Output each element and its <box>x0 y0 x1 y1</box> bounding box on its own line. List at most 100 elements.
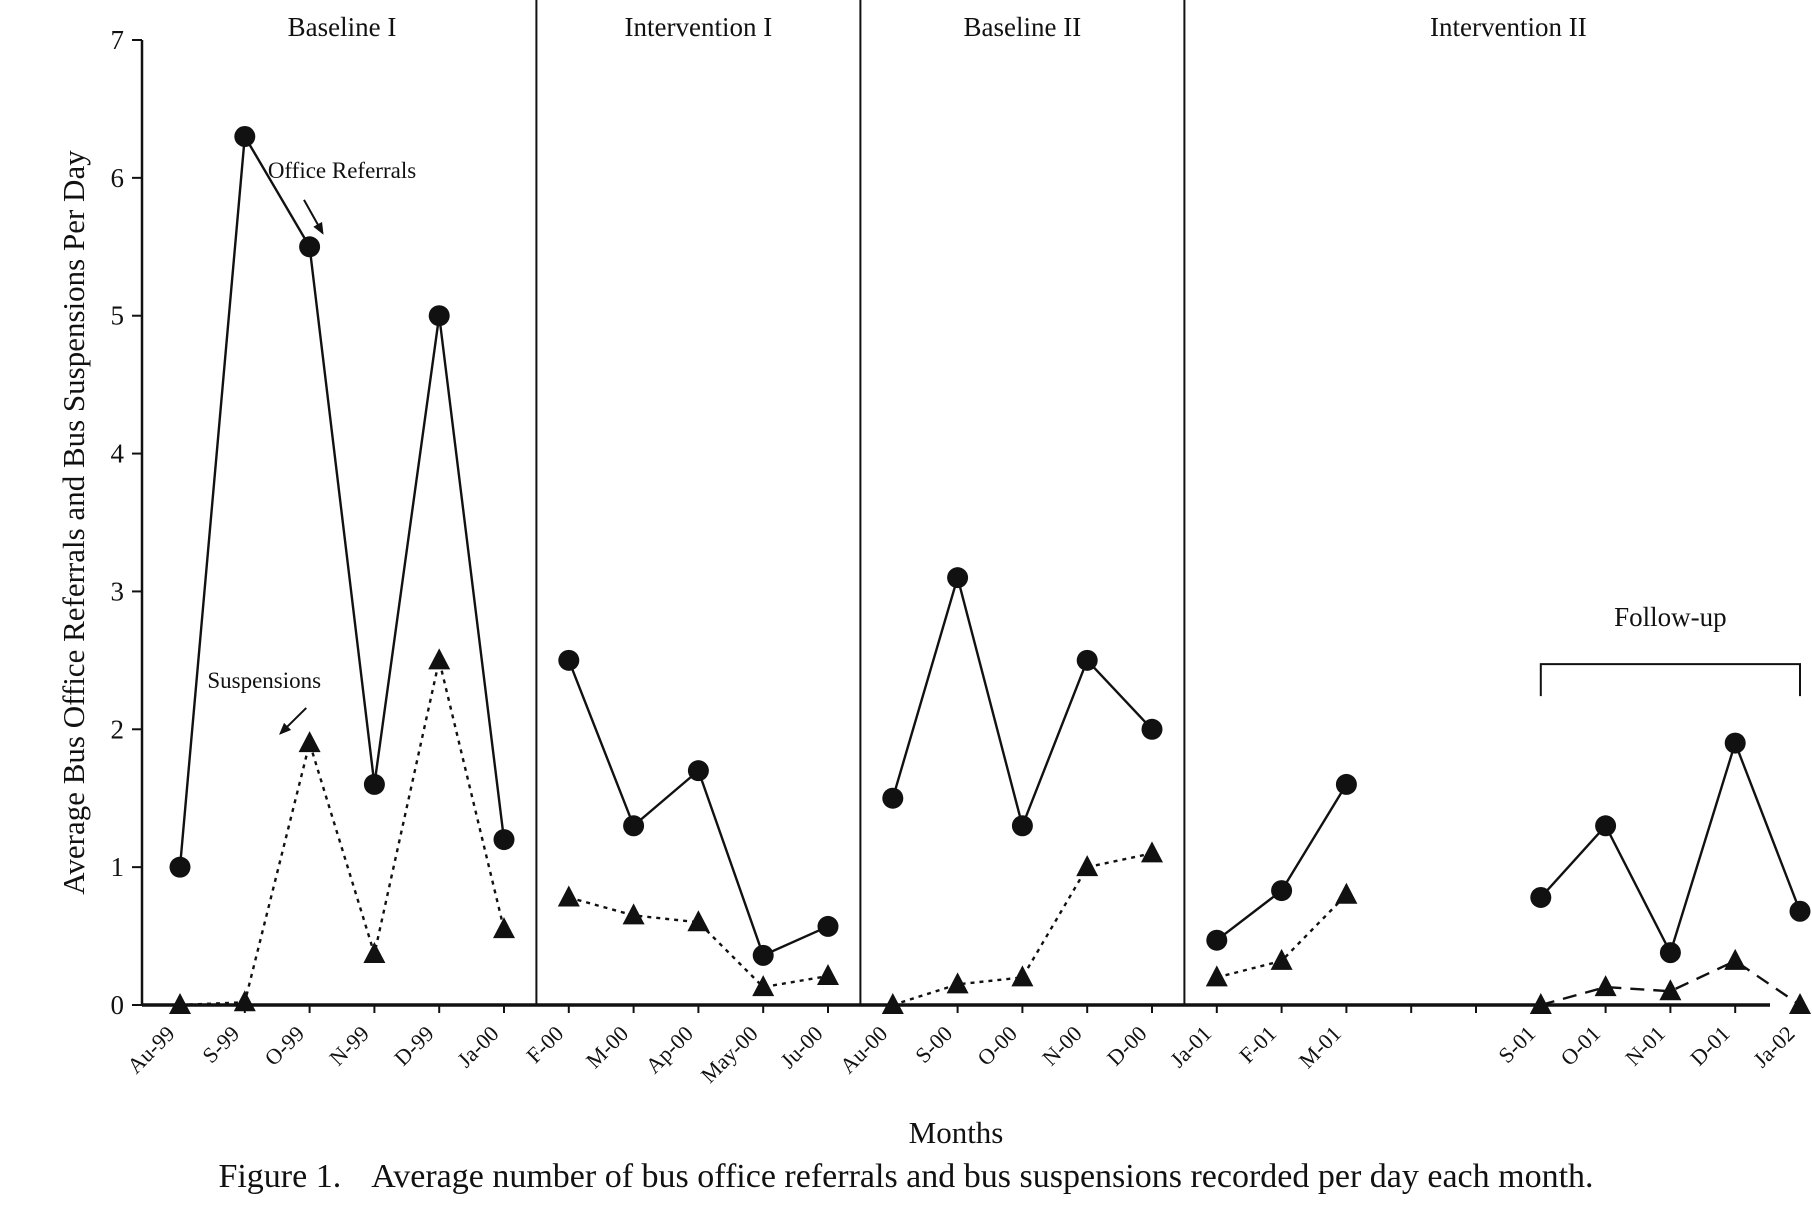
data-point-office-referrals <box>752 944 774 966</box>
x-tick-label: N-00 <box>1037 1021 1087 1071</box>
data-point-office-referrals <box>1335 773 1357 795</box>
data-point-suspensions <box>817 964 839 986</box>
x-tick-label: D-00 <box>1102 1021 1152 1071</box>
x-tick-label: N-01 <box>1620 1021 1670 1071</box>
x-tick-label: O-99 <box>259 1021 309 1071</box>
series-line-office-referrals <box>891 573 1153 830</box>
y-tick-label: 4 <box>111 439 125 469</box>
data-point-suspensions <box>363 941 386 963</box>
annotation-arrow-office-referrals <box>303 199 324 235</box>
data-point-office-referrals <box>493 829 515 851</box>
follow-up-bracket <box>1539 663 1801 697</box>
annotation-office-referrals: Office Referrals <box>268 158 416 183</box>
data-point-office-referrals <box>817 915 839 937</box>
x-tick-label: N-99 <box>324 1021 374 1071</box>
series-line-office-referrals <box>1216 783 1348 942</box>
data-point-office-referrals <box>1724 732 1746 754</box>
data-point-suspensions <box>1076 855 1099 877</box>
x-tick-label: Ja-02 <box>1748 1021 1799 1072</box>
data-point-office-referrals <box>1595 815 1617 837</box>
data-point-suspensions <box>622 903 645 925</box>
data-point-suspensions <box>1205 965 1228 987</box>
data-point-suspensions <box>1011 965 1034 987</box>
x-tick-label: Au-99 <box>122 1021 179 1078</box>
figure-label: Figure 1. <box>218 1158 342 1195</box>
data-point-office-referrals <box>234 126 256 147</box>
data-point-office-referrals <box>558 649 580 671</box>
data-point-office-referrals <box>623 815 645 837</box>
series-line-office-referrals <box>1539 739 1802 956</box>
annotation-follow-up: Follow-up <box>1614 602 1727 632</box>
data-point-office-referrals <box>169 856 191 878</box>
data-point-suspensions <box>428 648 451 670</box>
data-point-suspensions <box>298 731 321 753</box>
line-chart: Baseline I Intervention I Baseline II Inter… <box>56 0 1811 1150</box>
x-tick-label: M-00 <box>581 1021 633 1073</box>
y-tick-label: 0 <box>111 990 125 1020</box>
phase-label-intervention-ii: Intervention II <box>1430 12 1587 42</box>
x-tick-label: Ap-00 <box>641 1021 698 1078</box>
x-tick-label: D-99 <box>389 1021 439 1071</box>
data-point-office-referrals <box>687 760 709 782</box>
y-tick-label: 6 <box>111 163 125 193</box>
x-tick-label: O-01 <box>1555 1021 1605 1071</box>
data-point-suspensions <box>169 993 191 1014</box>
x-tick-label: Ja-01 <box>1165 1021 1216 1072</box>
y-tick-label: 3 <box>111 576 125 606</box>
data-point-office-referrals <box>1659 942 1681 964</box>
data-point-office-referrals <box>1271 880 1293 902</box>
phase-label-baseline-ii: Baseline II <box>964 12 1082 42</box>
figure-caption-text: Average number of bus office referrals a… <box>371 1158 1594 1195</box>
data-point-office-referrals <box>947 567 969 589</box>
data-point-suspensions <box>1789 993 1811 1014</box>
x-tick-label: M-01 <box>1294 1021 1346 1073</box>
data-point-office-referrals <box>428 305 450 327</box>
series-line-suspensions <box>179 660 506 1007</box>
data-point-suspensions <box>1141 841 1163 863</box>
data-point-office-referrals <box>1789 900 1811 922</box>
data-point-suspensions <box>881 993 904 1014</box>
data-point-suspensions <box>1335 882 1358 904</box>
data-point-suspensions <box>1724 948 1747 970</box>
y-tick-label: 7 <box>111 25 125 55</box>
phase-label-intervention-i: Intervention I <box>625 12 773 42</box>
phase-label-baseline-i: Baseline I <box>288 12 397 42</box>
series-line-suspensions <box>892 852 1153 1007</box>
x-tick-label: Au-00 <box>835 1021 892 1078</box>
y-tick-label: 5 <box>111 301 125 331</box>
data-point-suspensions <box>946 972 969 994</box>
y-axis-title: Average Bus Office Referrals and Bus Sus… <box>56 150 91 895</box>
series-line-office-referrals <box>178 132 506 868</box>
data-point-suspensions <box>687 910 710 932</box>
data-point-office-referrals <box>1076 649 1098 671</box>
data-point-office-referrals <box>1011 815 1033 837</box>
x-axis-title: Months <box>909 1115 1004 1150</box>
data-point-suspensions <box>233 990 256 1012</box>
x-tick-label: S-00 <box>910 1021 957 1068</box>
x-tick-label: F-00 <box>521 1021 568 1068</box>
data-point-office-referrals <box>1530 886 1552 908</box>
x-tick-label: May-00 <box>696 1021 763 1088</box>
data-point-suspensions <box>1594 975 1617 997</box>
data-point-suspensions <box>1270 948 1293 970</box>
annotation-suspensions: Suspensions <box>207 668 321 693</box>
y-tick-label: 2 <box>111 714 125 744</box>
x-tick-label: O-00 <box>972 1021 1022 1071</box>
data-point-office-referrals <box>1141 718 1163 740</box>
data-point-suspensions <box>752 975 775 997</box>
figure-caption: Figure 1. Average number of bus office re… <box>0 1158 1812 1196</box>
annotation-arrow-suspensions <box>279 707 307 735</box>
data-point-suspensions <box>557 885 580 907</box>
x-tick-label: F-01 <box>1234 1021 1281 1068</box>
data-point-suspensions <box>493 917 515 939</box>
data-point-office-referrals <box>1206 929 1228 951</box>
y-tick-label: 1 <box>111 852 125 882</box>
x-tick-label: Ja-00 <box>452 1021 503 1072</box>
data-point-office-referrals <box>363 773 385 795</box>
x-tick-label: S-99 <box>197 1021 244 1068</box>
data-point-office-referrals <box>299 236 321 258</box>
data-point-suspensions <box>1659 979 1682 1001</box>
series-line-suspensions <box>568 896 829 989</box>
data-point-suspensions <box>1529 993 1552 1014</box>
